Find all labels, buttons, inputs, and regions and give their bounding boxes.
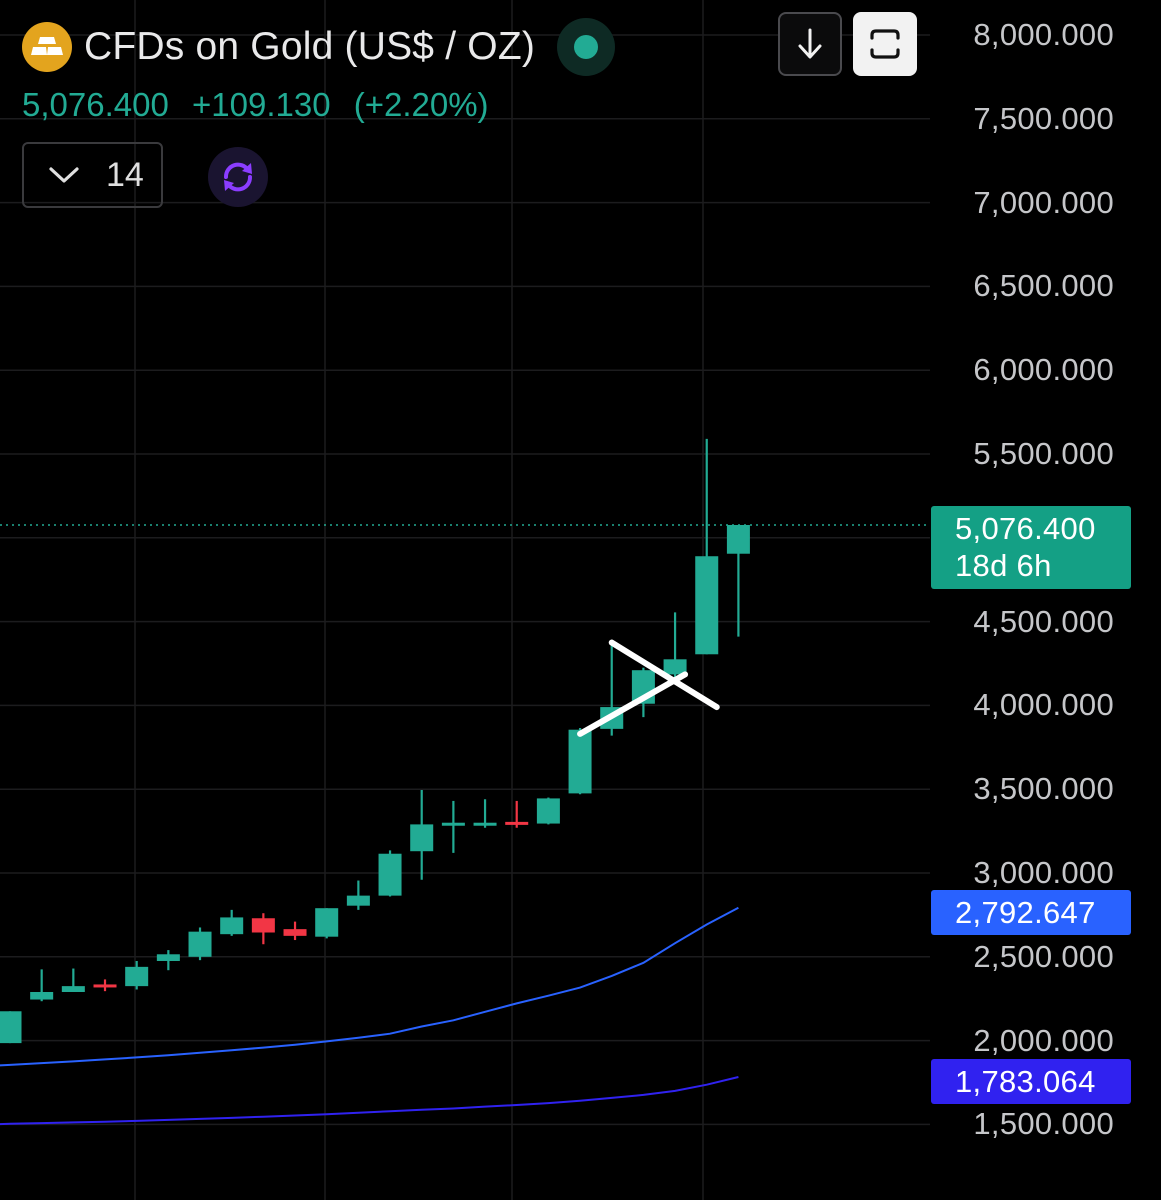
candle	[93, 979, 117, 992]
ma-fast-tag: 2,792.647	[931, 890, 1131, 935]
candle-body	[220, 917, 244, 935]
y-tick-label: 6,000.000	[973, 352, 1114, 388]
price-change: +109.130	[191, 86, 331, 123]
candle	[473, 799, 497, 828]
y-tick-label: 4,000.000	[973, 687, 1114, 723]
y-tick-label: 2,500.000	[973, 938, 1114, 974]
y-tick-label: 7,000.000	[973, 184, 1114, 220]
candle	[536, 797, 560, 825]
symbol-title: CFDs on Gold (US$ / OZ)	[84, 25, 536, 68]
candle	[125, 960, 149, 990]
sync-icon	[223, 162, 253, 192]
candle-body	[315, 908, 339, 937]
trend-drawing[interactable]	[577, 639, 720, 737]
candle-body	[30, 991, 54, 1000]
candle-body	[663, 659, 687, 675]
ma-slow-tag: 1,783.064	[931, 1059, 1131, 1104]
y-tick-label: 3,000.000	[973, 855, 1114, 890]
candle	[726, 524, 750, 637]
moving-averages	[0, 906, 739, 1126]
candle	[441, 800, 465, 853]
candle-body	[505, 821, 529, 825]
last-price-tag: 5,076.400 18d 6h	[931, 506, 1131, 589]
symbol-header[interactable]: CFDs on Gold (US$ / OZ)	[22, 18, 616, 76]
candle-body	[0, 1011, 22, 1044]
candle-body	[251, 918, 275, 933]
market-status	[557, 18, 616, 76]
chevron-down-icon	[48, 165, 80, 185]
candle-body	[568, 729, 592, 794]
candle-body	[695, 556, 719, 655]
candle-body	[93, 984, 117, 988]
trend-line	[577, 671, 689, 737]
y-tick-label: 4,500.000	[973, 603, 1114, 639]
candle	[663, 612, 687, 680]
y-tick-label: 1,500.000	[973, 1106, 1114, 1142]
ma-slow-line	[0, 1076, 739, 1126]
scroll-to-latest-button[interactable]	[778, 12, 842, 76]
y-tick-label: 2,000.000	[973, 1022, 1114, 1058]
candle-body	[536, 798, 560, 824]
bar-countdown: 18d 6h	[955, 548, 1052, 583]
candle	[61, 968, 85, 992]
gold-bars-icon	[22, 22, 72, 72]
arrow-down-icon	[798, 28, 822, 59]
candle	[346, 880, 370, 910]
indicators-collapse-button[interactable]: 14	[22, 142, 163, 208]
candle-body	[188, 931, 212, 957]
candle-body	[410, 824, 434, 852]
candle-body	[473, 822, 497, 826]
candle	[378, 850, 402, 897]
trend-line	[608, 639, 720, 711]
price-summary: 5,076.400 +109.130 (+2.20%)	[22, 86, 503, 124]
candle	[505, 800, 529, 828]
candle-body	[61, 986, 85, 992]
y-tick-label: 8,000.000	[973, 17, 1114, 52]
sync-button[interactable]	[208, 147, 268, 207]
last-price: 5,076.400	[22, 86, 169, 123]
candle-body	[441, 822, 465, 826]
candle	[283, 921, 307, 941]
y-tick-label: 5,500.000	[973, 436, 1114, 471]
price-change-percent: (+2.20%)	[353, 86, 489, 123]
candle	[156, 950, 180, 971]
candle-body	[346, 895, 370, 906]
candle	[695, 438, 719, 655]
candle-body	[726, 524, 750, 554]
candle	[251, 913, 275, 945]
y-tick-label: 7,500.000	[973, 100, 1114, 136]
candle	[315, 908, 339, 939]
indicator-count: 14	[106, 155, 144, 194]
candle-body	[378, 853, 402, 896]
market-open-dot-icon	[574, 35, 599, 59]
screenshot-icon	[870, 29, 900, 59]
ma-fast-line	[0, 906, 739, 1067]
candle	[0, 1011, 22, 1044]
candle	[220, 909, 244, 936]
candle-body	[125, 966, 149, 987]
y-tick-label: 3,500.000	[973, 771, 1114, 807]
candle	[30, 969, 54, 1002]
last-price-tag-value: 5,076.400	[955, 511, 1096, 546]
candle	[568, 728, 592, 795]
candlesticks	[0, 438, 750, 1044]
y-tick-label: 6,500.000	[973, 268, 1114, 304]
candle-body	[283, 929, 307, 936]
screenshot-button[interactable]	[853, 12, 917, 76]
candle-body	[156, 954, 180, 961]
candle	[188, 927, 212, 961]
candle	[410, 790, 434, 880]
